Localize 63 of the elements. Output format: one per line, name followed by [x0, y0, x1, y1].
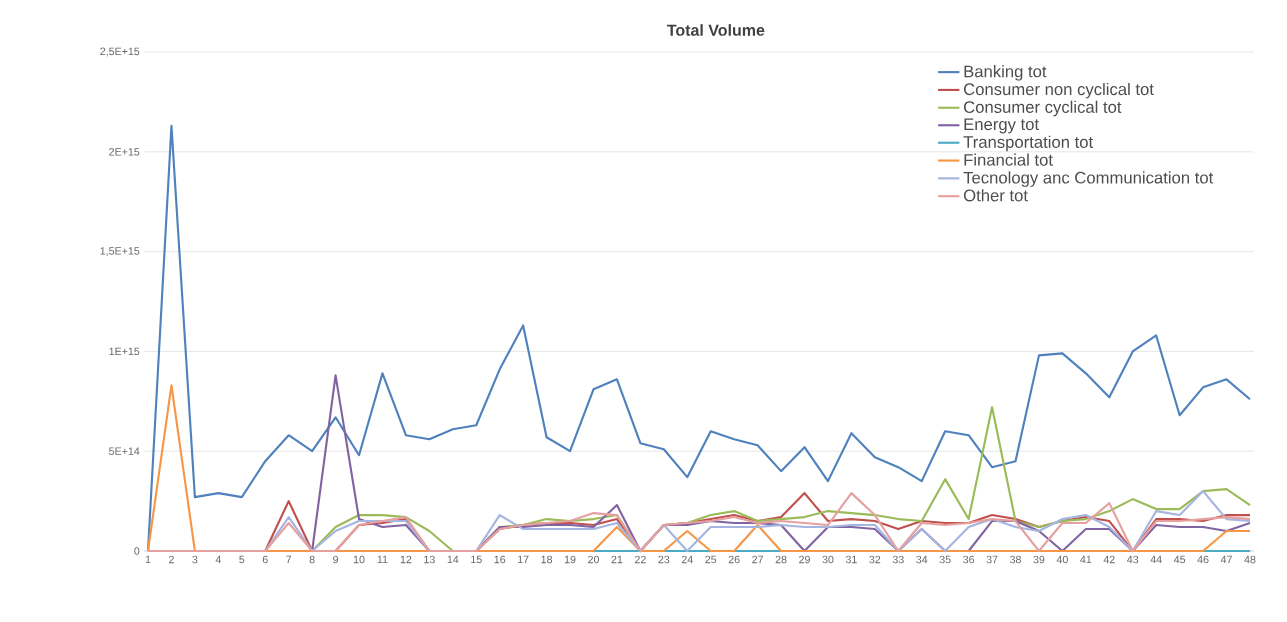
x-tick-label: 39: [1033, 555, 1045, 564]
x-tick-label: 47: [1220, 555, 1232, 564]
legend-label: Other tot: [963, 189, 1028, 202]
x-tick-label: 11: [377, 555, 388, 564]
x-tick-label: 3: [192, 555, 198, 564]
x-tick-label: 30: [822, 555, 834, 564]
x-tick-label: 48: [1244, 555, 1256, 564]
y-tick-label: 2E+15: [109, 148, 140, 156]
y-tick-label: 1E+15: [109, 347, 140, 356]
legend-label: Tecnology anc Communication tot: [963, 171, 1214, 187]
x-tick-label: 40: [1056, 555, 1068, 564]
x-tick-label: 36: [963, 555, 975, 564]
x-tick-label: 23: [658, 555, 670, 564]
x-tick-label: 16: [494, 555, 506, 564]
x-tick-label: 6: [262, 555, 268, 564]
x-tick-label: 10: [353, 555, 365, 564]
y-tick-label: 1,5E+15: [100, 247, 140, 256]
x-tick-label: 31: [845, 555, 857, 564]
x-tick-label: 8: [309, 555, 315, 564]
y-tick-label: 0: [134, 547, 140, 555]
x-tick-label: 14: [447, 555, 459, 564]
x-tick-label: 18: [541, 555, 553, 564]
x-tick-label: 12: [400, 555, 412, 564]
x-tick-label: 27: [752, 555, 763, 564]
x-tick-label: 28: [775, 555, 787, 564]
x-tick-label: 43: [1127, 555, 1139, 564]
x-tick-label: 34: [916, 555, 928, 564]
chart-title: Total Volume: [667, 24, 765, 36]
x-tick-label: 44: [1150, 555, 1162, 564]
x-tick-label: 45: [1173, 555, 1186, 564]
x-tick-label: 22: [634, 555, 646, 564]
legend-label: Transportation tot: [963, 135, 1094, 152]
x-tick-label: 41: [1080, 555, 1092, 564]
x-tick-label: 46: [1197, 555, 1209, 564]
x-tick-label: 5: [239, 555, 245, 564]
x-tick-label: 37: [986, 555, 998, 564]
x-tick-label: 4: [215, 555, 221, 564]
x-tick-label: 13: [424, 555, 435, 564]
legend-label: Consumer cyclical tot: [964, 100, 1122, 117]
legend-label: Banking tot: [964, 65, 1047, 81]
x-tick-label: 21: [611, 555, 623, 564]
y-tick-label: 5E+14: [109, 447, 140, 455]
x-tick-label: 9: [333, 555, 339, 564]
x-tick-label: 35: [939, 555, 951, 564]
x-tick-label: 29: [799, 555, 810, 564]
x-tick-label: 25: [705, 555, 717, 564]
x-tick-label: 7: [286, 555, 292, 564]
x-tick-label: 19: [564, 555, 576, 564]
x-tick-label: 26: [728, 555, 740, 564]
x-tick-label: 17: [518, 555, 529, 564]
x-tick-label: 42: [1103, 555, 1115, 564]
x-tick-label: 33: [892, 555, 904, 564]
y-tick-label: 2,5E+15: [100, 47, 140, 57]
x-tick-label: 32: [869, 555, 881, 564]
legend-label: Consumer non cyclical tot: [964, 82, 1154, 99]
x-tick-label: 24: [681, 555, 693, 564]
x-tick-label: 38: [1009, 555, 1021, 564]
x-tick-label: 20: [588, 555, 599, 564]
x-tick-label: 1: [145, 555, 151, 564]
legend-label: Energy tot: [964, 118, 1039, 134]
x-tick-label: 15: [471, 555, 482, 564]
x-tick-label: 2: [169, 555, 174, 564]
legend-label: Financial tot: [964, 153, 1053, 166]
